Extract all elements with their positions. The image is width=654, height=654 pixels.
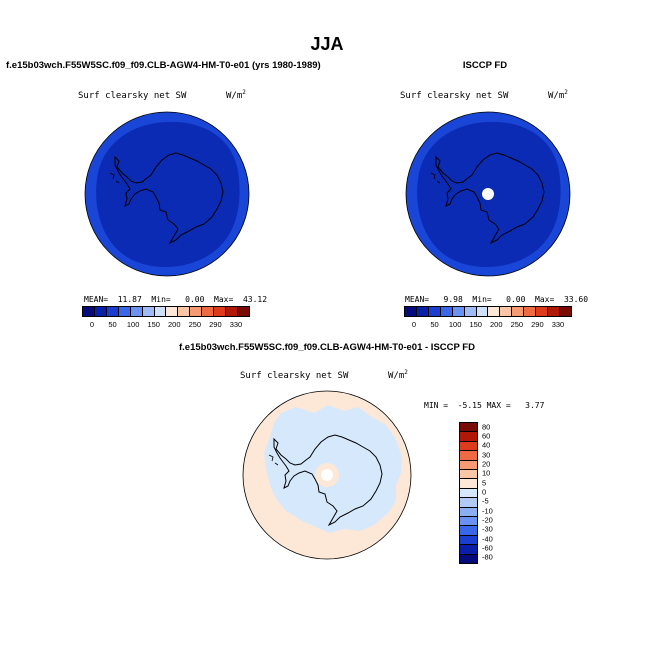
colorbar-tick-label: 20 (482, 459, 491, 469)
left-panel-colorbar (82, 306, 250, 317)
colorbar-tick-label: -5 (482, 496, 489, 506)
colorbar-swatch (452, 307, 465, 316)
colorbar-swatch (524, 307, 537, 316)
colorbar-swatch (130, 307, 143, 316)
colorbar-swatch (226, 307, 238, 316)
colorbar-tick-label: -30 (482, 524, 493, 534)
colorbar-tick-label: -20 (482, 515, 493, 525)
colorbar-swatch (460, 479, 477, 489)
right-map-islands (430, 172, 441, 184)
left-panel-stats: MEAN= 11.87 Min= 0.00 Max= 43.12 (84, 295, 268, 304)
colorbar-swatch (488, 307, 501, 316)
colorbar-swatch (460, 498, 477, 508)
colorbar-swatch (214, 307, 227, 316)
colorbar-swatch (118, 307, 131, 316)
right-panel-colorbar (404, 306, 572, 317)
colorbar-tick-label: 40 (482, 440, 491, 450)
colorbar-swatch (460, 517, 477, 527)
right-panel-units: W/m2 (548, 89, 568, 101)
left-panel-colorbar-ticks: 0 50 100 150 200 250 290 330 (89, 320, 243, 329)
diff-panel-stats: MIN = -5.15 MAX = 3.77 (424, 401, 545, 410)
colorbar-swatch (476, 307, 489, 316)
colorbar-swatch (154, 307, 167, 316)
colorbar-tick-label: -60 (482, 543, 493, 553)
colorbar-tick-label: -80 (482, 552, 493, 562)
colorbar-swatch (548, 307, 560, 316)
diff-panel-units: W/m2 (388, 369, 408, 381)
left-map-islands (109, 172, 120, 184)
colorbar-swatch (500, 307, 513, 316)
diff-panel-colorbar-ticks: 80 60 40 30 20 10 5 0 -5 -10 -20 -30 -40 -60 -80 (482, 422, 512, 562)
right-map-pole-hole (482, 188, 494, 200)
figure-title: JJA (310, 34, 344, 54)
colorbar-swatch (559, 307, 571, 316)
colorbar-swatch (460, 432, 477, 442)
colorbar-swatch (202, 307, 215, 316)
diff-map-pole-hole (321, 469, 333, 481)
diff-panel-case-title: f.e15b03wch.F55W5SC.f09_f09.CLB-AGW4-HM-… (179, 342, 475, 353)
right-panel-colorbar-ticks: 0 50 100 150 200 250 290 330 (411, 320, 565, 329)
colorbar-tick-label: 10 (482, 468, 491, 478)
diff-map-islands (268, 454, 279, 466)
left-panel-units: W/m2 (226, 89, 246, 101)
diff-panel-colorbar (459, 422, 478, 564)
colorbar-swatch (416, 307, 429, 316)
colorbar-tick-label: 80 (482, 422, 491, 432)
colorbar-swatch (464, 307, 477, 316)
colorbar-swatch (460, 507, 477, 518)
colorbar-swatch (178, 307, 191, 316)
colorbar-tick-label: 5 (482, 478, 487, 488)
left-panel-polar-map (84, 111, 250, 277)
colorbar-swatch (190, 307, 203, 316)
left-panel-variable-label: Surf clearsky net SW (78, 91, 187, 101)
colorbar-tick-label: -40 (482, 534, 493, 544)
colorbar-swatch (460, 535, 477, 546)
right-panel-variable-label: Surf clearsky net SW (400, 91, 509, 101)
colorbar-swatch (460, 545, 477, 555)
colorbar-tick-label: 0 (482, 487, 487, 497)
right-panel-polar-map (405, 111, 571, 277)
colorbar-swatch (460, 526, 477, 536)
colorbar-swatch (440, 307, 453, 316)
right-map-coastline (435, 152, 545, 245)
colorbar-swatch (460, 451, 477, 461)
colorbar-swatch (94, 307, 107, 316)
diff-map-coastline (273, 434, 383, 527)
colorbar-swatch (460, 423, 477, 433)
colorbar-swatch (512, 307, 525, 316)
colorbar-swatch (460, 460, 477, 471)
colorbar-swatch (460, 470, 477, 480)
right-panel-stats: MEAN= 9.98 Min= 0.00 Max= 33.60 (405, 295, 589, 304)
colorbar-tick-label: 30 (482, 450, 491, 460)
left-map-inner-region (96, 121, 240, 268)
colorbar-swatch (460, 488, 477, 499)
colorbar-swatch (166, 307, 179, 316)
diff-panel-polar-map (242, 390, 412, 560)
colorbar-swatch (142, 307, 155, 316)
diff-panel-variable-label: Surf clearsky net SW (240, 371, 349, 381)
right-panel-case-title: ISCCP FD (462, 60, 508, 71)
colorbar-swatch (428, 307, 441, 316)
colorbar-tick-label: 60 (482, 431, 491, 441)
colorbar-swatch (106, 307, 119, 316)
colorbar-swatch (83, 307, 95, 316)
colorbar-tick-label: -10 (482, 506, 493, 516)
colorbar-swatch (536, 307, 549, 316)
colorbar-swatch (460, 554, 477, 564)
colorbar-swatch (460, 441, 477, 452)
colorbar-swatch (237, 307, 249, 316)
left-panel-case-title: f.e15b03wch.F55W5SC.f09_f09.CLB-AGW4-HM-… (6, 60, 321, 71)
colorbar-swatch (405, 307, 417, 316)
left-map-coastline (114, 152, 224, 245)
